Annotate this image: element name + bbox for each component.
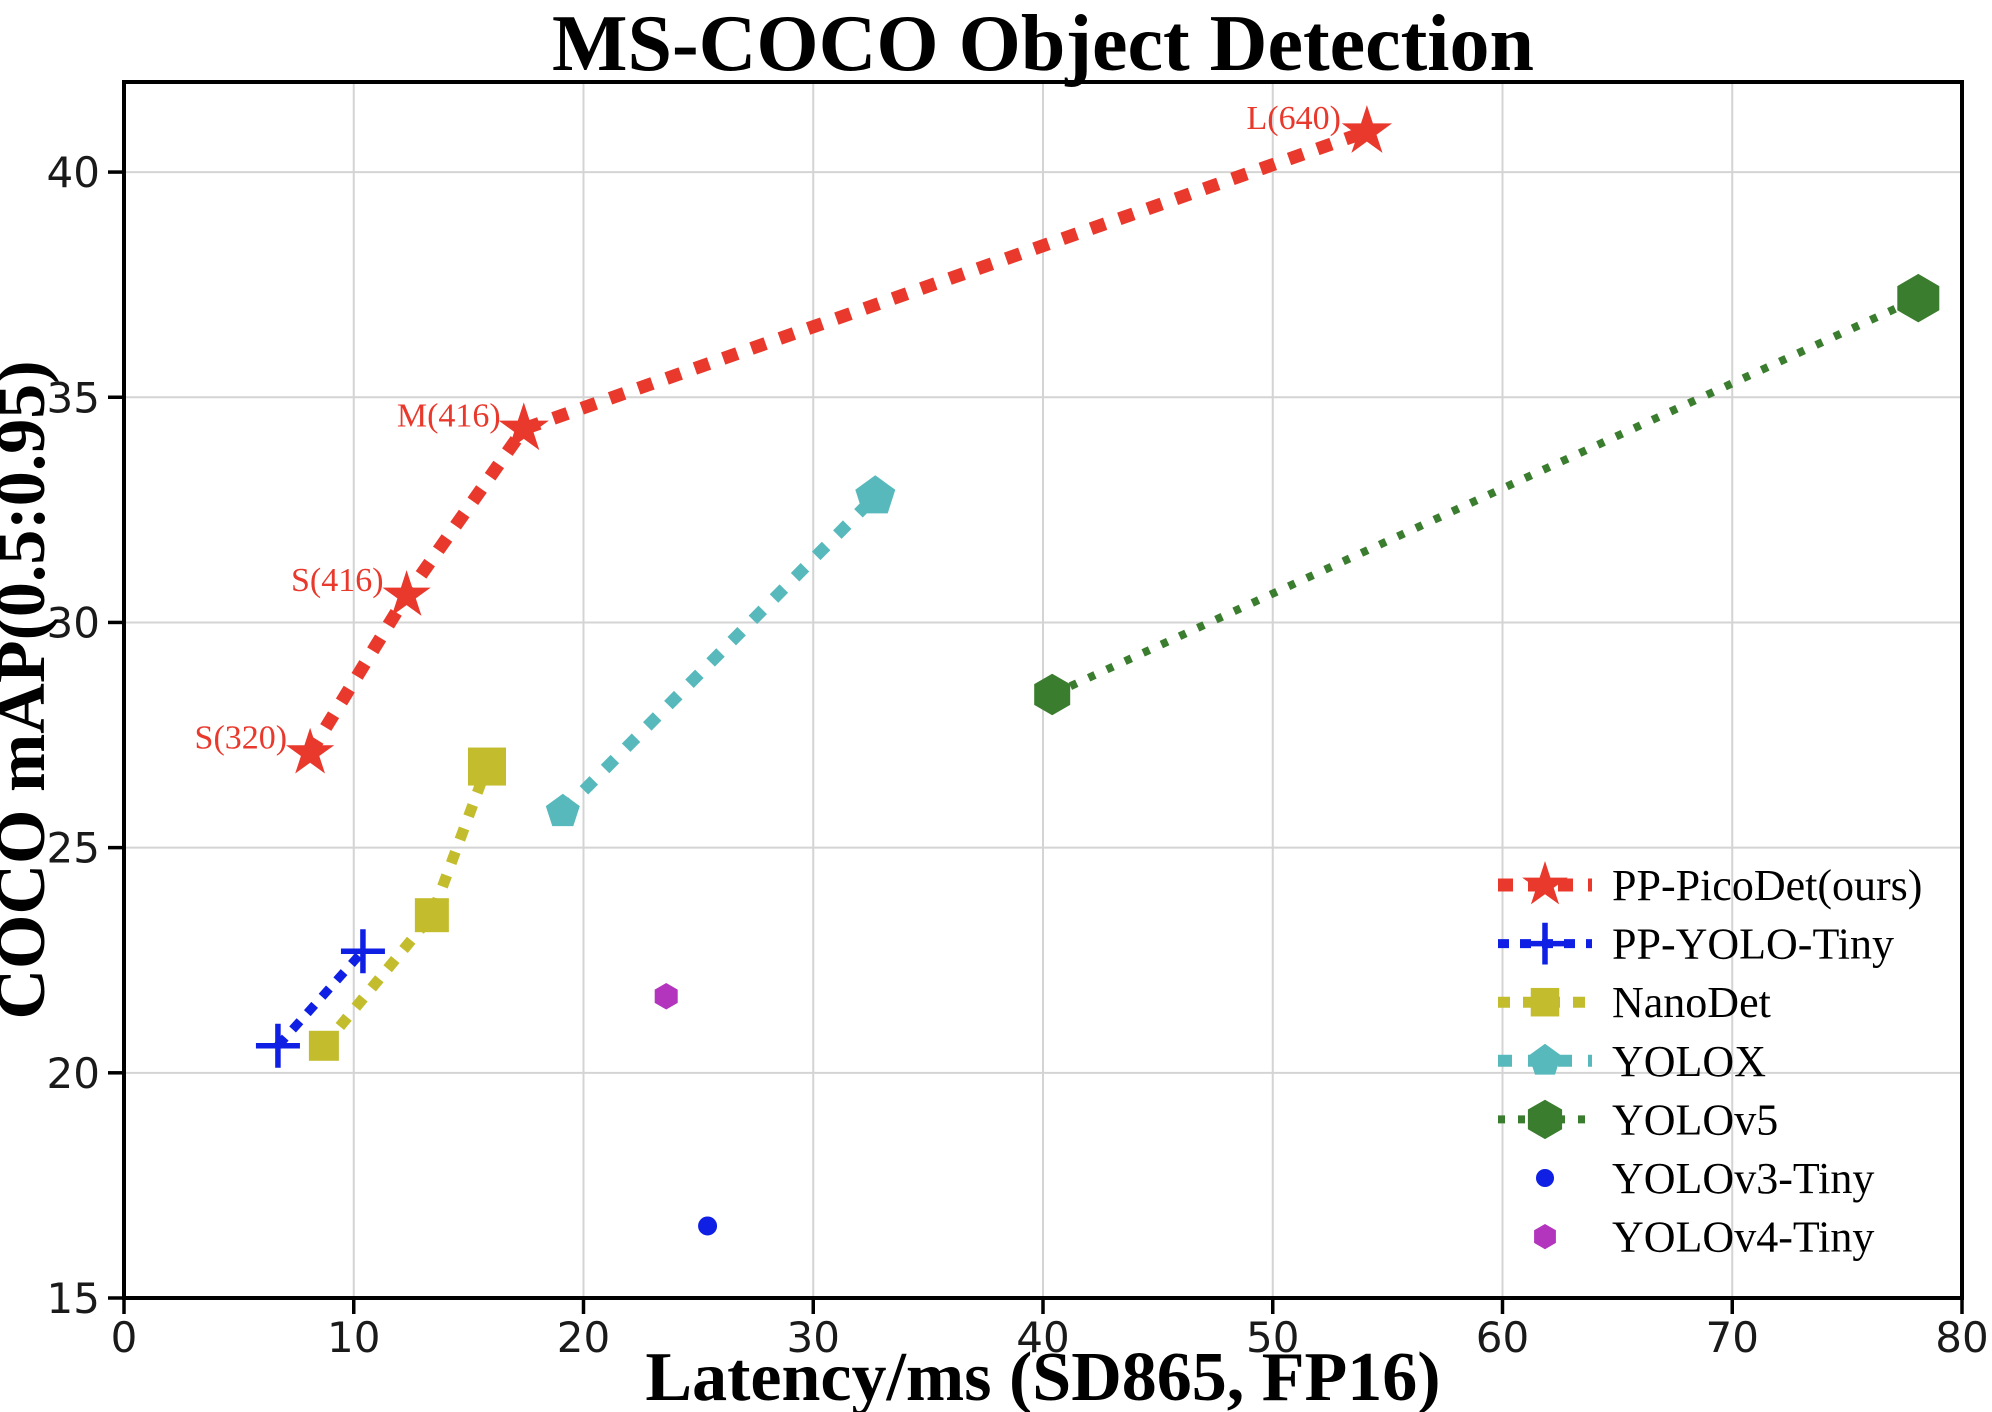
series-line-yolox: [558, 492, 880, 816]
series-line-yolov5: [1050, 294, 1920, 699]
legend-label-nanodet: NanoDet: [1612, 978, 1771, 1027]
data-point-nanodet-1: [414, 898, 449, 933]
series-yolov3-tiny: [698, 1216, 718, 1236]
annotation-layer: S(320) S(416) M(416) L(640): [195, 100, 1341, 757]
data-point-pp-picodet-ours-3: [1341, 105, 1393, 153]
data-point-yolov3-tiny-0: [698, 1216, 718, 1236]
data-point-yolox-0: [545, 793, 580, 827]
legend-label-yolov4-tiny: YOLOv4-Tiny: [1612, 1213, 1874, 1262]
legend-marker-pp-picodet-ours: [1522, 861, 1568, 905]
chart-title: MS-COCO Object Detection: [552, 0, 1534, 88]
legend-row-yolox: YOLOX: [1498, 1037, 1766, 1086]
data-point-yolov5-1: [1897, 273, 1940, 323]
series-line-pp-picodet-ours: [304, 125, 1370, 757]
x-tick-label-70: 70: [1706, 1313, 1759, 1362]
x-tick-label-30: 30: [787, 1313, 840, 1362]
x-tick-label-0: 0: [111, 1313, 138, 1362]
series-line-nanodet: [319, 764, 493, 1050]
legend-marker-yolox: [1528, 1043, 1562, 1075]
data-point-nanodet-2: [468, 747, 507, 786]
legend-marker-yolov3-tiny: [1535, 1168, 1555, 1188]
y-tick-label-30: 30: [47, 598, 100, 647]
data-point-pp-picodet-ours-2: [498, 402, 549, 451]
annotation-l-640: L(640): [1247, 100, 1341, 137]
y-tick-label-25: 25: [47, 824, 100, 873]
legend-marker-pp-yolo-tiny: [1524, 922, 1566, 965]
legend-row-yolov4-tiny: YOLOv4-Tiny: [1534, 1213, 1874, 1262]
legend-row-nanodet: NanoDet: [1498, 978, 1771, 1027]
y-tick-label-15: 15: [47, 1274, 100, 1323]
y-tick-label-35: 35: [47, 373, 100, 422]
series-yolov5: [1034, 273, 1940, 716]
legend-label-yolov3-tiny: YOLOv3-Tiny: [1612, 1154, 1874, 1203]
data-point-pp-yolo-tiny-1: [340, 929, 385, 974]
x-tick-label-20: 20: [557, 1313, 610, 1362]
series-pp-picodet-ours: [286, 105, 1393, 774]
x-tick-label-10: 10: [327, 1313, 380, 1362]
axes-layer: 0 10 20 30 40 50 60 70 80 15 20 25 30 35 40: [47, 80, 1989, 1362]
annotation-s-416: S(416): [291, 562, 384, 599]
x-tick-label-80: 80: [1935, 1313, 1988, 1362]
data-point-pp-yolo-tiny-0: [255, 1023, 300, 1068]
series-nanodet: [308, 747, 507, 1061]
data-point-yolox-1: [855, 475, 896, 514]
legend-label-pp-yolo-tiny: PP-YOLO-Tiny: [1612, 920, 1894, 969]
y-axis-label: COCO mAP(0.5:0.95): [0, 360, 60, 1019]
x-axis-label: Latency/ms (SD865, FP16): [645, 1339, 1440, 1412]
legend-row-pp-yolo-tiny: PP-YOLO-Tiny: [1498, 920, 1894, 969]
legend-marker-yolov5: [1527, 1099, 1563, 1140]
x-tick-label-50: 50: [1246, 1313, 1299, 1362]
legend-marker-nanodet: [1530, 987, 1560, 1017]
legend-label-pp-picodet-ours: PP-PicoDet(ours): [1612, 861, 1922, 910]
x-tick-label-60: 60: [1476, 1313, 1529, 1362]
plot-border: [122, 80, 1964, 1300]
annotation-m-416: M(416): [397, 397, 501, 434]
data-point-pp-picodet-ours-1: [382, 570, 431, 616]
series-layer: [255, 105, 1940, 1236]
legend-row-yolov3-tiny: YOLOv3-Tiny: [1535, 1154, 1874, 1203]
data-point-yolov5-0: [1034, 673, 1071, 716]
legend-label-yolox: YOLOX: [1612, 1037, 1766, 1086]
data-point-pp-picodet-ours-0: [286, 727, 335, 774]
series-pp-yolo-tiny: [255, 929, 385, 1068]
series-yolov4-tiny: [654, 983, 678, 1010]
y-tick-label-40: 40: [47, 148, 100, 197]
legend-row-yolov5: YOLOv5: [1498, 1095, 1778, 1144]
legend-label-yolov5: YOLOv5: [1612, 1095, 1778, 1144]
x-tick-label-40: 40: [1016, 1313, 1069, 1362]
annotation-s-320: S(320): [195, 720, 288, 757]
legend-marker-yolov4-tiny: [1534, 1224, 1556, 1250]
y-tick-label-20: 20: [47, 1049, 100, 1098]
data-point-yolov4-tiny-0: [654, 983, 678, 1010]
legend: PP-PicoDet(ours) PP-YOLO-Tiny NanoDet YOLOX…: [1498, 861, 1922, 1262]
data-point-nanodet-0: [308, 1030, 339, 1061]
legend-row-pp-picodet-ours: PP-PicoDet(ours): [1498, 861, 1922, 910]
series-yolox: [545, 475, 896, 827]
